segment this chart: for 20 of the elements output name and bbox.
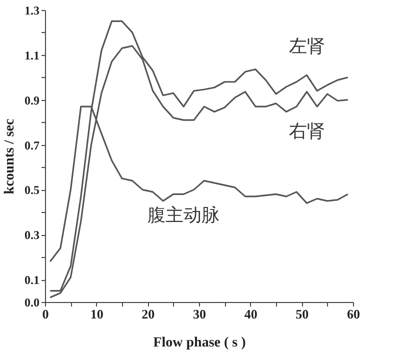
x-axis-title: Flow phase ( s )	[153, 336, 246, 350]
y-tick-label: 0.3	[24, 228, 40, 242]
y-tick-label: 1.1	[24, 48, 40, 62]
x-tick-label: 50	[296, 306, 309, 322]
x-tick-label: 30	[193, 306, 206, 322]
series-label: 左肾	[288, 36, 325, 56]
series-label: 右肾	[288, 120, 325, 141]
y-tick-label: 0.5	[24, 183, 40, 198]
x-tick-label: 10	[90, 306, 104, 322]
y-tick-label: 0.0	[24, 296, 40, 310]
y-tick-label: 0.9	[24, 93, 40, 108]
x-tick-label: 60	[347, 306, 360, 322]
series-label: 腹主动脉	[148, 205, 220, 226]
y-tick-label: 1.3	[24, 4, 40, 18]
x-tick-label: 0	[42, 306, 49, 322]
y-tick-label: 0.7	[24, 138, 40, 152]
x-tick-label: 40	[244, 306, 258, 322]
y-axis-title: kcounts / sec	[2, 118, 18, 194]
x-tick-label: 20	[142, 306, 155, 322]
y-tick-label: 0.1	[24, 273, 40, 288]
